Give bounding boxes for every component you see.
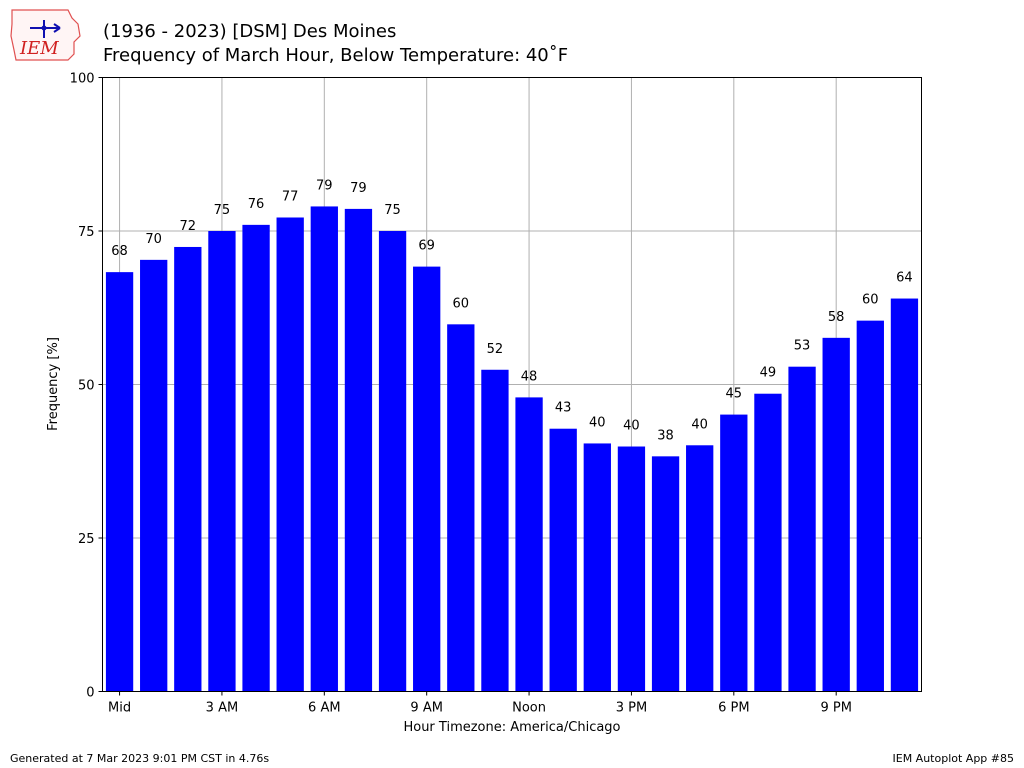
- bar-hour-4: [242, 224, 270, 692]
- bar-value-label: 53: [794, 339, 811, 354]
- bar-hour-13: [549, 428, 577, 692]
- bar-hour-7: [344, 208, 373, 692]
- chart-title: (1936 - 2023) [DSM] Des Moines: [103, 21, 397, 42]
- chart-subtitle: Frequency of March Hour, Below Temperatu…: [103, 45, 569, 66]
- y-tick-label: 100: [70, 72, 95, 87]
- app-credit: IEM Autoplot App #85: [892, 752, 1015, 765]
- bar-hour-17: [686, 445, 714, 692]
- bar-hour-14: [583, 443, 611, 692]
- bar-value-label: 69: [418, 239, 435, 254]
- bar-hour-10: [447, 324, 475, 692]
- bar-value-label: 64: [896, 271, 913, 286]
- bar-hour-6: [310, 206, 338, 692]
- bar-value-label: 38: [657, 428, 674, 443]
- bar-hour-2: [174, 246, 202, 692]
- bar-value-label: 43: [555, 401, 572, 416]
- bar-hour-23: [890, 298, 919, 692]
- bar-value-label: 40: [589, 415, 606, 430]
- bar-value-label: 70: [145, 232, 162, 247]
- bar-value-label: 60: [453, 296, 470, 311]
- bar-value-label: 79: [316, 178, 333, 193]
- bar-value-label: 72: [180, 219, 197, 234]
- bar-hour-20: [788, 366, 816, 692]
- bar-hour-1: [140, 259, 168, 692]
- bar-value-label: 79: [350, 181, 367, 196]
- x-tick-label: Mid: [108, 701, 131, 716]
- generated-timestamp: Generated at 7 Mar 2023 9:01 PM CST in 4…: [10, 752, 270, 765]
- bar-value-labels: 68 70 72 75 76 77 79 79 75 69 60 52 48 43 40 40 38 40 45 49…: [111, 178, 912, 443]
- bar-hour-3: [208, 231, 236, 692]
- x-tick-label: 9 AM: [410, 701, 443, 716]
- bar-hour-5: [276, 217, 304, 692]
- bar-value-label: 40: [691, 417, 708, 432]
- x-axis-label: Hour Timezone: America/Chicago: [403, 720, 620, 735]
- bar-value-label: 45: [726, 387, 743, 402]
- x-tick-label: 6 PM: [718, 701, 749, 716]
- x-tick-label: 9 PM: [820, 701, 851, 716]
- bar-hour-9: [413, 266, 441, 692]
- bar-hour-15: [617, 446, 646, 692]
- bar-value-label: 77: [282, 189, 299, 204]
- y-tick-label: 0: [86, 686, 94, 701]
- bar-hour-18: [720, 414, 748, 692]
- bar-hour-0: [105, 272, 134, 692]
- axis-ticks: Mid 3 AM 6 AM 9 AM Noon 3 PM 6 PM 9 PM 0 25 50 75 10…: [70, 72, 852, 716]
- bar-value-label: 48: [521, 369, 538, 384]
- bar-value-label: 76: [248, 197, 265, 212]
- iowa-outline-shape: [10, 9, 81, 61]
- bar-hour-21: [822, 337, 850, 692]
- bar-hour-16: [651, 456, 680, 692]
- bar-value-label: 40: [623, 419, 640, 434]
- bar-hour-8: [378, 231, 407, 692]
- x-tick-label: 3 AM: [206, 701, 239, 716]
- logo-text: IEM: [19, 38, 59, 59]
- bar-value-label: 68: [111, 244, 128, 259]
- bar-hour-11: [481, 369, 509, 692]
- y-tick-label: 75: [78, 225, 95, 240]
- bar-hour-22: [856, 320, 884, 692]
- bar-value-label: 75: [384, 203, 401, 218]
- bar-value-label: 60: [862, 293, 879, 308]
- bar-value-label: 58: [828, 310, 845, 325]
- bars: [105, 206, 919, 692]
- x-tick-label: 3 PM: [616, 701, 647, 716]
- x-tick-label: 6 AM: [308, 701, 341, 716]
- iem-logo: IEM: [10, 9, 81, 61]
- x-tick-label: Noon: [512, 701, 546, 716]
- bar-value-label: 49: [760, 366, 777, 381]
- y-axis-label: Frequency [%]: [46, 337, 61, 431]
- y-tick-label: 25: [78, 532, 95, 547]
- y-tick-label: 50: [78, 379, 95, 394]
- bar-hour-19: [754, 393, 782, 692]
- bar-value-label: 75: [214, 203, 231, 218]
- bar-hour-12: [515, 397, 543, 692]
- bar-value-label: 52: [487, 342, 504, 357]
